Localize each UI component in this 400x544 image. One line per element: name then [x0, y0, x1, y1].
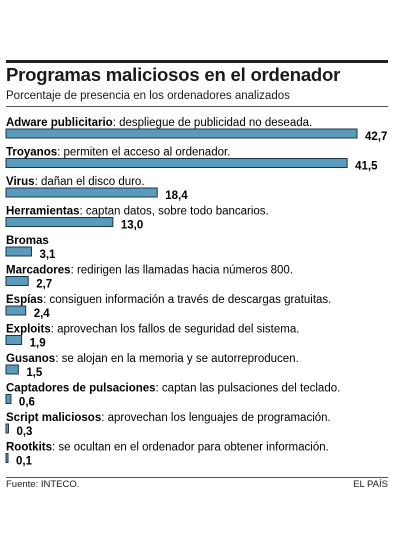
category-name: Marcadores: [6, 265, 71, 277]
value-label: 2,4: [34, 308, 51, 320]
bar: [5, 128, 358, 139]
category-label: Gusanos: se alojan en la memoria y se au…: [6, 353, 299, 365]
category-description: : permiten el acceso al ordenador.: [57, 147, 230, 159]
chart-subtitle: Porcentaje de presencia en los ordenador…: [6, 90, 290, 102]
value-label: 18,4: [165, 190, 188, 202]
category-name: Rootkits: [6, 442, 52, 454]
value-label: 2,7: [36, 279, 52, 291]
category-label: Bromas: [6, 235, 49, 247]
header-rule: [6, 106, 388, 107]
category-label: Virus: dañan el disco duro.: [6, 176, 145, 188]
category-description: : captan datos, sobre todo bancarios.: [80, 206, 269, 218]
value-label: 0,6: [19, 397, 35, 409]
category-label: Captadores de pulsaciones: captan las pu…: [6, 383, 340, 395]
publisher-credit: EL PAÍS: [353, 479, 388, 490]
category-description: : aprovechan los fallos de seguridad del…: [51, 324, 300, 336]
category-label: Adware publicitario: despliegue de publi…: [6, 117, 312, 129]
category-label: Rootkits: se ocultan en el ordenador par…: [6, 442, 329, 454]
category-name: Virus: [6, 176, 35, 188]
category-label: Script maliciosos: aprovechan los lengua…: [6, 412, 331, 424]
category-description: : aprovechan los lenguajes de programaci…: [101, 412, 331, 424]
category-description: : captan las pulsaciones del teclado.: [156, 383, 341, 395]
value-label: 13,0: [121, 220, 143, 232]
bar: [5, 246, 32, 257]
value-label: 0,3: [16, 426, 32, 438]
category-name: Script maliciosos: [6, 412, 101, 424]
category-name: Exploits: [6, 324, 51, 336]
bar: [5, 394, 12, 404]
value-label: 41,5: [355, 161, 378, 173]
bar: [5, 453, 9, 463]
category-description: : consiguen información a través de desc…: [43, 294, 331, 306]
category-name: Espías: [6, 294, 43, 306]
value-label: 1,9: [30, 338, 46, 350]
source-note: Fuente: INTECO.: [6, 479, 80, 490]
value-label: 0,1: [16, 456, 33, 468]
bar: [5, 217, 114, 227]
value-label: 3,1: [39, 249, 56, 261]
value-label: 42,7: [365, 131, 387, 143]
category-name: Gusanos: [6, 353, 55, 365]
category-description: : despliegue de publicidad no deseada.: [113, 117, 313, 129]
category-description: : se ocultan en el ordenador para obtene…: [52, 442, 329, 454]
category-label: Exploits: aprovechan los fallos de segur…: [6, 324, 299, 336]
category-label: Marcadores: redirigen las llamadas hacia…: [6, 265, 293, 277]
bar: [5, 335, 23, 345]
category-name: Troyanos: [6, 147, 57, 159]
category-label: Troyanos: permiten el acceso al ordenado…: [6, 147, 230, 159]
category-name: Herramientas: [6, 206, 80, 218]
category-description: : redirigen las llamadas hacia números 8…: [71, 265, 293, 277]
category-name: Bromas: [6, 235, 49, 247]
bar: [5, 364, 19, 375]
bar: [5, 158, 348, 168]
category-description: : dañan el disco duro.: [35, 176, 145, 188]
bar: [5, 276, 29, 286]
title-top-rule: [6, 60, 388, 63]
bar: [5, 305, 27, 316]
category-description: : se alojan en la memoria y se autorrepr…: [55, 353, 299, 365]
footer-rule: [6, 477, 388, 478]
value-label: 1,5: [26, 367, 43, 379]
category-name: Adware publicitario: [6, 117, 113, 129]
chart-title: Programas maliciosos en el ordenador: [6, 64, 341, 85]
category-label: Herramientas: captan datos, sobre todo b…: [6, 206, 269, 218]
bar: [5, 187, 158, 198]
category-label: Espías: consiguen información a través d…: [6, 294, 331, 306]
category-name: Captadores de pulsaciones: [6, 383, 156, 395]
bar: [5, 423, 9, 434]
